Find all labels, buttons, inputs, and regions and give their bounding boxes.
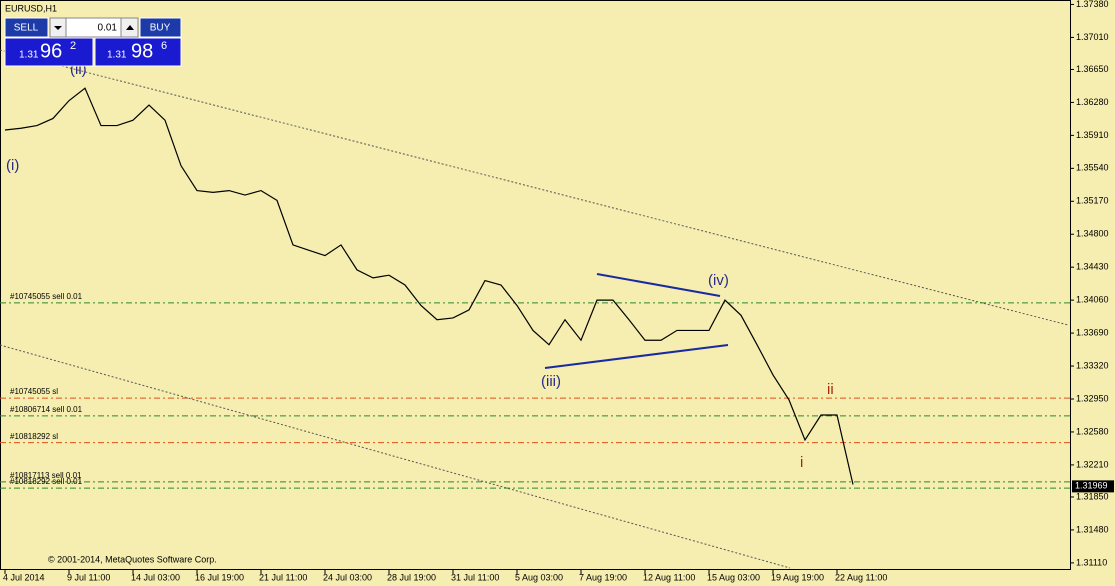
- trade-panel: SELL 0.01 BUY 1.31 96 2 1.31 98 6: [4, 17, 182, 67]
- order-label: #10818292 sell 0.01: [10, 477, 83, 486]
- order-label: #10817113 sell 0.01: [10, 471, 82, 480]
- wave-label: i: [800, 454, 803, 471]
- x-tick-label: 21 Jul 11:00: [259, 572, 307, 582]
- x-tick-label: 4 Jul 2014: [3, 572, 45, 582]
- y-tick-label: 1.37380: [1076, 0, 1109, 9]
- copyright: © 2001-2014, MetaQuotes Software Corp.: [48, 554, 217, 564]
- up-arrow: [126, 25, 134, 30]
- y-tick-label: 1.35540: [1076, 163, 1109, 173]
- y-tick-label: 1.36650: [1076, 64, 1109, 74]
- buy-button[interactable]: [139, 17, 182, 38]
- current-price: 1.31969: [1075, 481, 1108, 491]
- price-line: [4, 87, 854, 485]
- y-tick-label: 1.31850: [1076, 491, 1109, 501]
- y-tick-label: 1.34060: [1076, 295, 1109, 305]
- sell-button[interactable]: [4, 17, 49, 38]
- y-tick-label: 1.33320: [1076, 360, 1109, 370]
- y-tick-label: 1.34430: [1076, 262, 1109, 272]
- wave-label: ii: [827, 381, 834, 398]
- x-tick-label: 7 Aug 19:00: [579, 572, 627, 582]
- wave-label: (iii): [541, 373, 561, 390]
- x-tick-label: 24 Jul 03:00: [323, 572, 372, 582]
- y-tick-label: 1.37010: [1076, 32, 1109, 42]
- y-tick-label: 1.34800: [1076, 229, 1109, 239]
- x-tick-label: 5 Aug 03:00: [515, 572, 563, 582]
- x-tick-label: 14 Jul 03:00: [131, 572, 180, 582]
- dropdown-arrow: [54, 26, 62, 30]
- plot-frame: [0, 0, 1071, 570]
- order-label: #10745055 sell 0.01: [10, 292, 83, 301]
- y-tick-label: 1.32210: [1076, 459, 1109, 469]
- y-tick-label: 1.31110: [1076, 557, 1107, 567]
- buy-label: BUY: [150, 23, 171, 34]
- y-tick-label: 1.35910: [1076, 130, 1109, 140]
- y-tick-label: 1.33690: [1076, 327, 1109, 337]
- order-label: #10745055 sl: [10, 387, 58, 396]
- bid-box[interactable]: [4, 37, 94, 67]
- bid-main: 96: [40, 40, 62, 62]
- x-tick-label: 28 Jul 19:00: [387, 572, 436, 582]
- wave-label: (i): [6, 157, 19, 174]
- bid-big: 1.31: [19, 50, 39, 61]
- order-label: #10818292 sl: [10, 432, 58, 441]
- ask-main: 98: [131, 40, 153, 62]
- current-price-box: [1072, 480, 1114, 493]
- bid-sup: 2: [70, 40, 76, 52]
- x-tick-label: 31 Jul 11:00: [451, 572, 499, 582]
- y-tick-label: 1.32580: [1076, 426, 1109, 436]
- x-tick-label: 16 Jul 19:00: [195, 572, 244, 582]
- ask-box[interactable]: [94, 37, 182, 67]
- x-tick-label: 15 Aug 03:00: [707, 572, 760, 582]
- triangle-line: [544, 344, 729, 369]
- x-tick-label: 9 Jul 11:00: [67, 572, 110, 582]
- lot-value: 0.01: [98, 23, 118, 34]
- trend-line: [0, 344, 791, 569]
- sell-label: SELL: [14, 23, 39, 34]
- ask-big: 1.31: [107, 50, 127, 61]
- order-label: #10806714 sell 0.01: [10, 405, 83, 414]
- y-tick-label: 1.32950: [1076, 393, 1109, 403]
- ask-sup: 6: [161, 40, 167, 52]
- y-tick-label: 1.31480: [1076, 524, 1109, 534]
- x-tick-label: 22 Aug 11:00: [835, 572, 887, 582]
- x-tick-label: 19 Aug 19:00: [771, 572, 824, 582]
- symbol: EURUSD,H1: [5, 3, 57, 13]
- y-tick-label: 1.36280: [1076, 97, 1109, 107]
- triangle-line: [596, 273, 721, 297]
- wave-label: (iv): [708, 272, 729, 289]
- x-tick-label: 12 Aug 11:00: [643, 572, 695, 582]
- y-tick-label: 1.35170: [1076, 196, 1109, 206]
